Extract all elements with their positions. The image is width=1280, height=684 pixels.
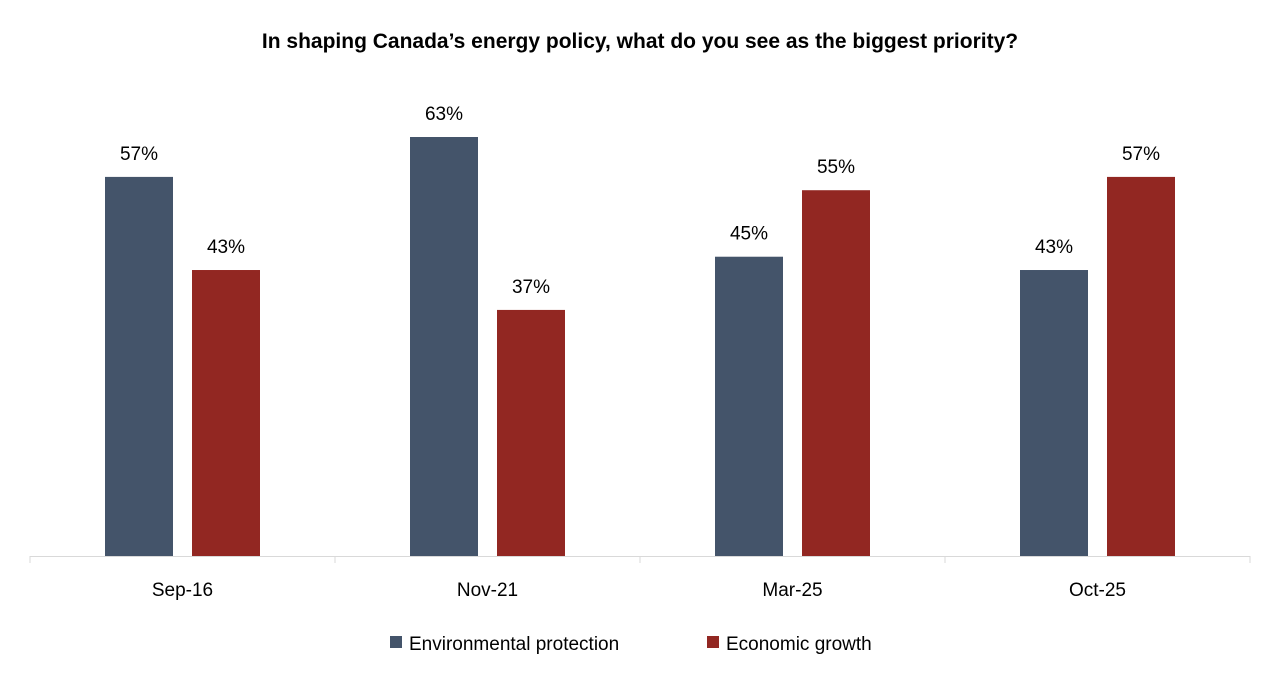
data-label: 37% xyxy=(512,277,550,298)
bar-economic-growth-sep-16 xyxy=(192,270,260,556)
chart-title: In shaping Canada’s energy policy, what … xyxy=(262,30,1018,53)
bar-economic-growth-oct-25 xyxy=(1107,176,1175,556)
data-label: 43% xyxy=(1035,237,1073,258)
x-tick-label: Sep-16 xyxy=(152,580,213,601)
legend-label: Economic growth xyxy=(726,634,872,655)
bar-environmental-protection-mar-25 xyxy=(715,256,783,556)
data-label: 55% xyxy=(817,157,855,178)
bar-environmental-protection-nov-21 xyxy=(410,137,478,556)
x-tick-label: Nov-21 xyxy=(457,580,518,601)
data-label: 63% xyxy=(425,104,463,125)
legend: Environmental protection Economic growth xyxy=(390,634,872,655)
bar-environmental-protection-sep-16 xyxy=(105,176,173,556)
bar-economic-growth-nov-21 xyxy=(497,309,565,556)
data-label: 45% xyxy=(730,224,768,245)
data-label: 57% xyxy=(120,144,158,165)
x-tick-label: Mar-25 xyxy=(762,580,822,601)
data-label: 57% xyxy=(1122,144,1160,165)
bar-environmental-protection-oct-25 xyxy=(1020,270,1088,556)
x-tick-label: Oct-25 xyxy=(1069,580,1126,601)
legend-label: Environmental protection xyxy=(409,634,619,655)
bar-economic-growth-mar-25 xyxy=(802,190,870,556)
legend-swatch xyxy=(707,636,719,648)
legend-swatch xyxy=(390,636,402,648)
data-label: 43% xyxy=(207,237,245,258)
